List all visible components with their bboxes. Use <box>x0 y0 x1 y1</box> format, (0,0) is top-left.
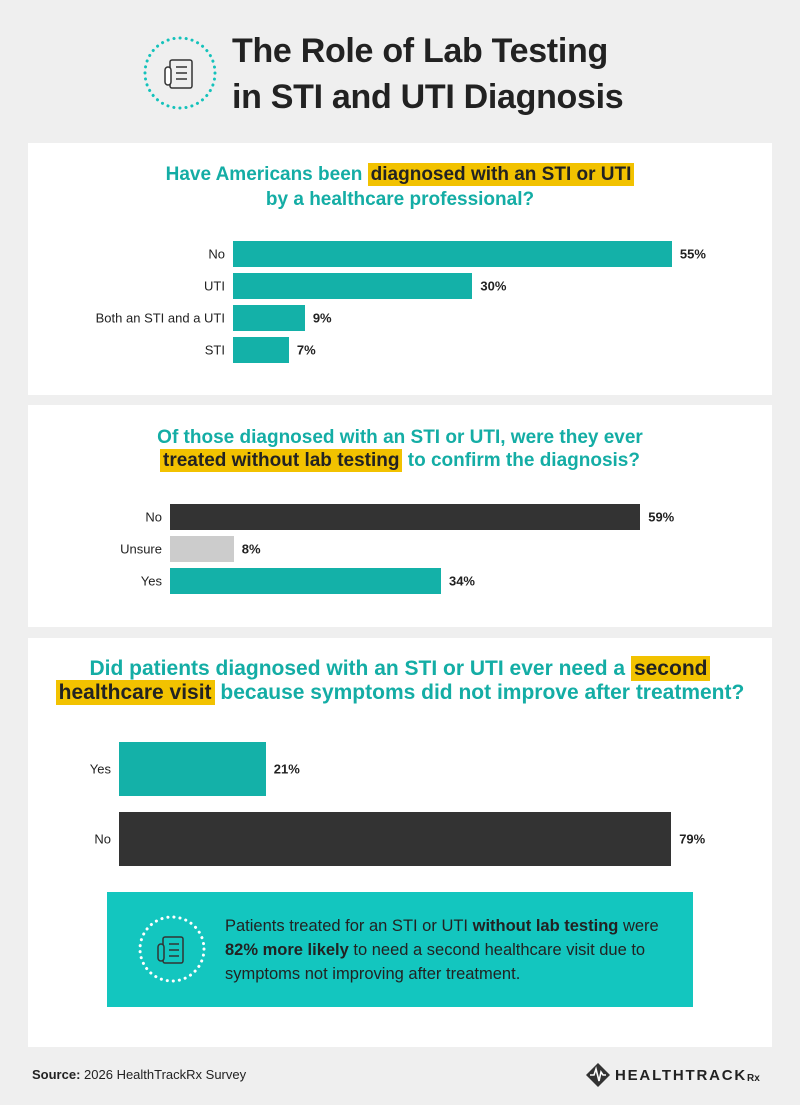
logo: HEALTHTRACK Rx <box>585 1062 760 1088</box>
title-segment: Of those diagnosed with an STI or UTI, w… <box>157 427 643 448</box>
chart-title-line: treated without lab testing to confirm t… <box>28 448 772 474</box>
value-label: 30% <box>480 278 507 294</box>
title-segment: by a healthcare professional? <box>265 189 535 210</box>
logo-text: HEALTHTRACK <box>615 1066 748 1084</box>
callout-segment: to need a second healthcare visit due to… <box>225 941 646 983</box>
category-label: Unsure <box>120 541 162 557</box>
logo-suffix: Rx <box>747 1072 760 1084</box>
callout-segment: Patients treated for an STI or UTI <box>225 917 473 935</box>
logo-mark <box>586 1063 610 1087</box>
bar <box>233 273 473 299</box>
title-highlight: healthcare visit <box>55 680 215 705</box>
bar <box>170 504 641 530</box>
value-label: 34% <box>448 573 475 589</box>
title-highlight: diagnosed with an STI or UTI <box>367 163 635 186</box>
value-label: 8% <box>241 541 261 557</box>
callout-segment: 82% more likely <box>225 941 349 959</box>
category-label: No <box>208 246 225 262</box>
main-title: The Role of Lab Testing <box>232 32 608 70</box>
title-segment: Have Americans been <box>165 164 368 185</box>
source-text: 2026 HealthTrackRx Survey <box>84 1067 247 1082</box>
category-label: No <box>145 509 162 525</box>
source: Source: 2026 HealthTrackRx Survey <box>32 1067 246 1082</box>
value-label: 59% <box>648 509 675 525</box>
bar <box>170 568 441 594</box>
chart-title-line: by a healthcare professional? <box>28 187 772 213</box>
callout-icon <box>138 915 206 983</box>
title-segment: because symptoms did not improve after t… <box>214 681 745 704</box>
category-label: STI <box>204 342 225 358</box>
chart-title-line: healthcare visit because symptoms did no… <box>28 680 772 706</box>
title-highlight: treated without lab testing <box>160 449 403 472</box>
value-label: 79% <box>679 831 706 847</box>
bar <box>119 812 672 866</box>
value-label: 7% <box>296 342 316 358</box>
chart-title-line: Did patients diagnosed with an STI or UT… <box>28 656 772 682</box>
category-label: No <box>94 831 111 847</box>
main-title: in STI and UTI Diagnosis <box>232 78 624 116</box>
chart-title-line: Have Americans been diagnosed with an ST… <box>28 162 772 188</box>
category-label: Yes <box>140 573 162 589</box>
value-label: 9% <box>312 310 332 326</box>
bar <box>170 536 234 562</box>
value-label: 21% <box>273 761 300 777</box>
callout-text: Patients treated for an STI or UTI witho… <box>225 914 675 986</box>
bar <box>233 337 289 363</box>
category-label: Yes <box>89 761 111 777</box>
title-highlight: second <box>630 656 711 681</box>
callout-segment: were <box>618 917 659 935</box>
bar <box>233 241 672 267</box>
value-label: 55% <box>679 246 706 262</box>
title-segment: Did patients diagnosed with an STI or UT… <box>89 657 631 680</box>
category-label: UTI <box>204 278 225 294</box>
title-segment: to confirm the diagnosis? <box>402 450 640 471</box>
bar <box>119 742 266 796</box>
bar <box>233 305 305 331</box>
chart-title-line: Of those diagnosed with an STI or UTI, w… <box>28 425 772 451</box>
header-icon <box>143 36 217 110</box>
category-label: Both an STI and a UTI <box>95 310 225 326</box>
callout-segment: without lab testing <box>472 917 619 935</box>
source-label: Source: <box>32 1067 81 1082</box>
